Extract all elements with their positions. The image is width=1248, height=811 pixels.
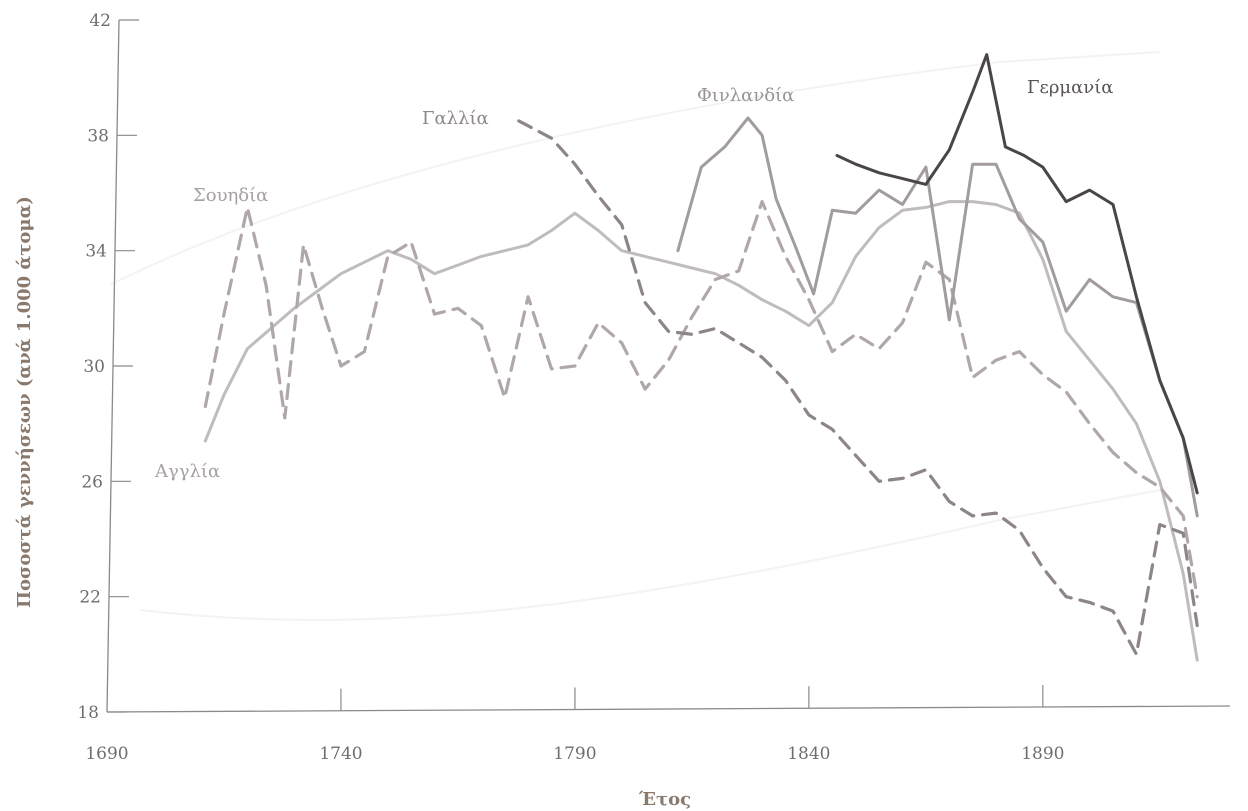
x-tick-label: 1740	[319, 744, 362, 764]
y-axis-title: Ποσοστά γεννήσεων (ανά 1.000 άτομα)	[14, 196, 35, 608]
y-tick-label: 38	[87, 126, 109, 146]
series-label-germany: Γερμανία	[1027, 77, 1113, 98]
background-watermark	[109, 51, 1161, 621]
axes: 18 22 26 30 34 38 42 1690 1740 1790 1840 1890	[77, 11, 1231, 764]
series-line-2	[517, 119, 1199, 656]
x-tick-label: 1890	[1021, 744, 1064, 764]
y-tick-label: 18	[77, 703, 99, 723]
x-axis-line	[106, 705, 1231, 713]
y-tick-label: 34	[85, 242, 107, 262]
y-tick-label: 22	[79, 588, 101, 608]
series-line-4	[835, 53, 1199, 495]
series-label-france: Γαλλία	[422, 108, 489, 129]
series-label-sweden: Σουηδία	[193, 185, 268, 206]
y-tick-label: 30	[83, 357, 105, 377]
series-line-1	[203, 200, 1199, 599]
x-tick-label: 1790	[553, 744, 596, 764]
x-tick-label: 1690	[85, 744, 128, 764]
y-ticks: 18 22 26 30 34 38 42	[77, 11, 139, 723]
x-ticks: 1690 1740 1790 1840 1890	[85, 685, 1064, 764]
series-label-england: Αγγλία	[154, 461, 220, 482]
series-label-finland: Φινλανδία	[697, 85, 794, 106]
y-tick-label: 26	[81, 472, 103, 492]
series-line-0	[203, 200, 1199, 662]
y-tick-label: 42	[89, 11, 111, 31]
series-labels: Αγγλία Σουηδία Γαλλία Φινλανδία Γερμανία	[154, 77, 1113, 482]
series-layer	[203, 53, 1199, 662]
x-tick-label: 1840	[787, 744, 830, 764]
x-axis-title: Έτος	[638, 789, 691, 810]
series-line-3	[676, 116, 1199, 518]
